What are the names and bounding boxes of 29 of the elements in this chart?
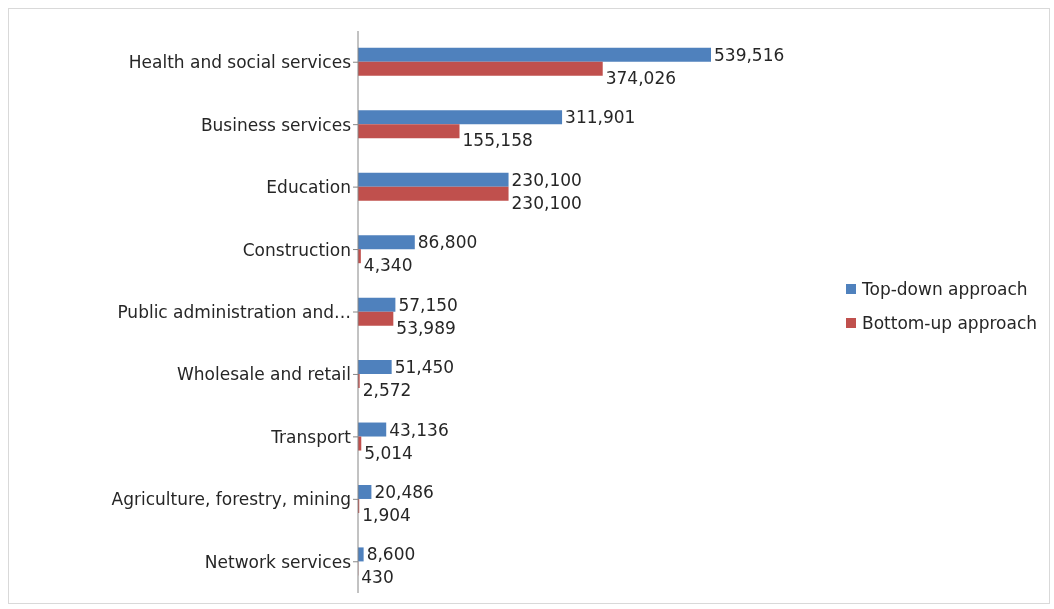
data-label: 51,450 xyxy=(394,357,455,378)
y-tick-label: Education xyxy=(266,177,351,198)
data-label: 43,136 xyxy=(389,419,449,440)
y-tick-label: Agriculture, forestry, mining xyxy=(111,489,351,510)
data-label: 2,572 xyxy=(362,380,412,401)
data-label: 1,904 xyxy=(362,504,411,525)
data-label: 374,026 xyxy=(605,67,677,88)
data-label: 53,989 xyxy=(396,317,456,338)
data-label: 430 xyxy=(361,567,394,588)
data-label: 5,014 xyxy=(364,442,413,463)
y-tick-label: Wholesale and retail xyxy=(176,364,351,385)
y-tick-label: Network services xyxy=(204,551,352,572)
data-label: 311,901 xyxy=(565,107,636,128)
data-label: 8,600 xyxy=(366,544,416,565)
data-label: 20,486 xyxy=(374,481,434,502)
data-label: 155,158 xyxy=(462,130,533,151)
data-label: 4,340 xyxy=(363,255,413,276)
legend-label: Bottom-up approach xyxy=(861,313,1037,333)
y-tick-label: Public administration and… xyxy=(117,302,351,323)
y-tick-label: Construction xyxy=(242,239,351,260)
data-label: 230,100 xyxy=(511,169,582,190)
data-label: 57,150 xyxy=(398,294,458,315)
data-label: 86,800 xyxy=(417,232,478,253)
data-label: 230,100 xyxy=(511,192,582,213)
y-tick-label: Health and social services xyxy=(128,52,352,73)
y-tick-label: Business services xyxy=(200,114,352,135)
legend-label: Top-down approach xyxy=(861,279,1028,299)
y-tick-label: Transport xyxy=(270,426,352,447)
data-label: 539,516 xyxy=(714,44,785,65)
